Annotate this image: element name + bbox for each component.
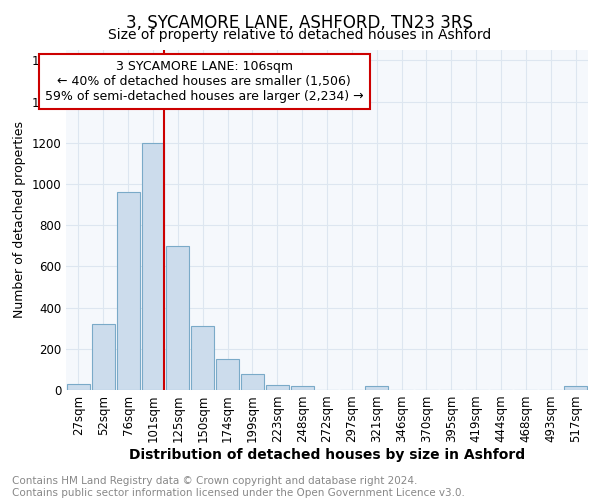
Bar [564,386,587,390]
Text: Contains HM Land Registry data © Crown copyright and database right 2024.
Contai: Contains HM Land Registry data © Crown c… [12,476,465,498]
Bar [365,386,388,390]
Bar [216,359,239,390]
Bar [291,386,314,390]
Text: 3 SYCAMORE LANE: 106sqm
← 40% of detached houses are smaller (1,506)
59% of semi: 3 SYCAMORE LANE: 106sqm ← 40% of detache… [45,60,364,103]
Text: Size of property relative to detached houses in Ashford: Size of property relative to detached ho… [109,28,491,42]
Bar [166,246,189,390]
Text: 3, SYCAMORE LANE, ASHFORD, TN23 3RS: 3, SYCAMORE LANE, ASHFORD, TN23 3RS [127,14,473,32]
Bar [266,385,289,390]
Bar [191,326,214,390]
Bar [241,374,264,390]
Y-axis label: Number of detached properties: Number of detached properties [13,122,26,318]
Text: Distribution of detached houses by size in Ashford: Distribution of detached houses by size … [129,448,525,462]
Bar [117,192,140,390]
Bar [142,142,164,390]
Bar [67,384,90,390]
Bar [92,324,115,390]
